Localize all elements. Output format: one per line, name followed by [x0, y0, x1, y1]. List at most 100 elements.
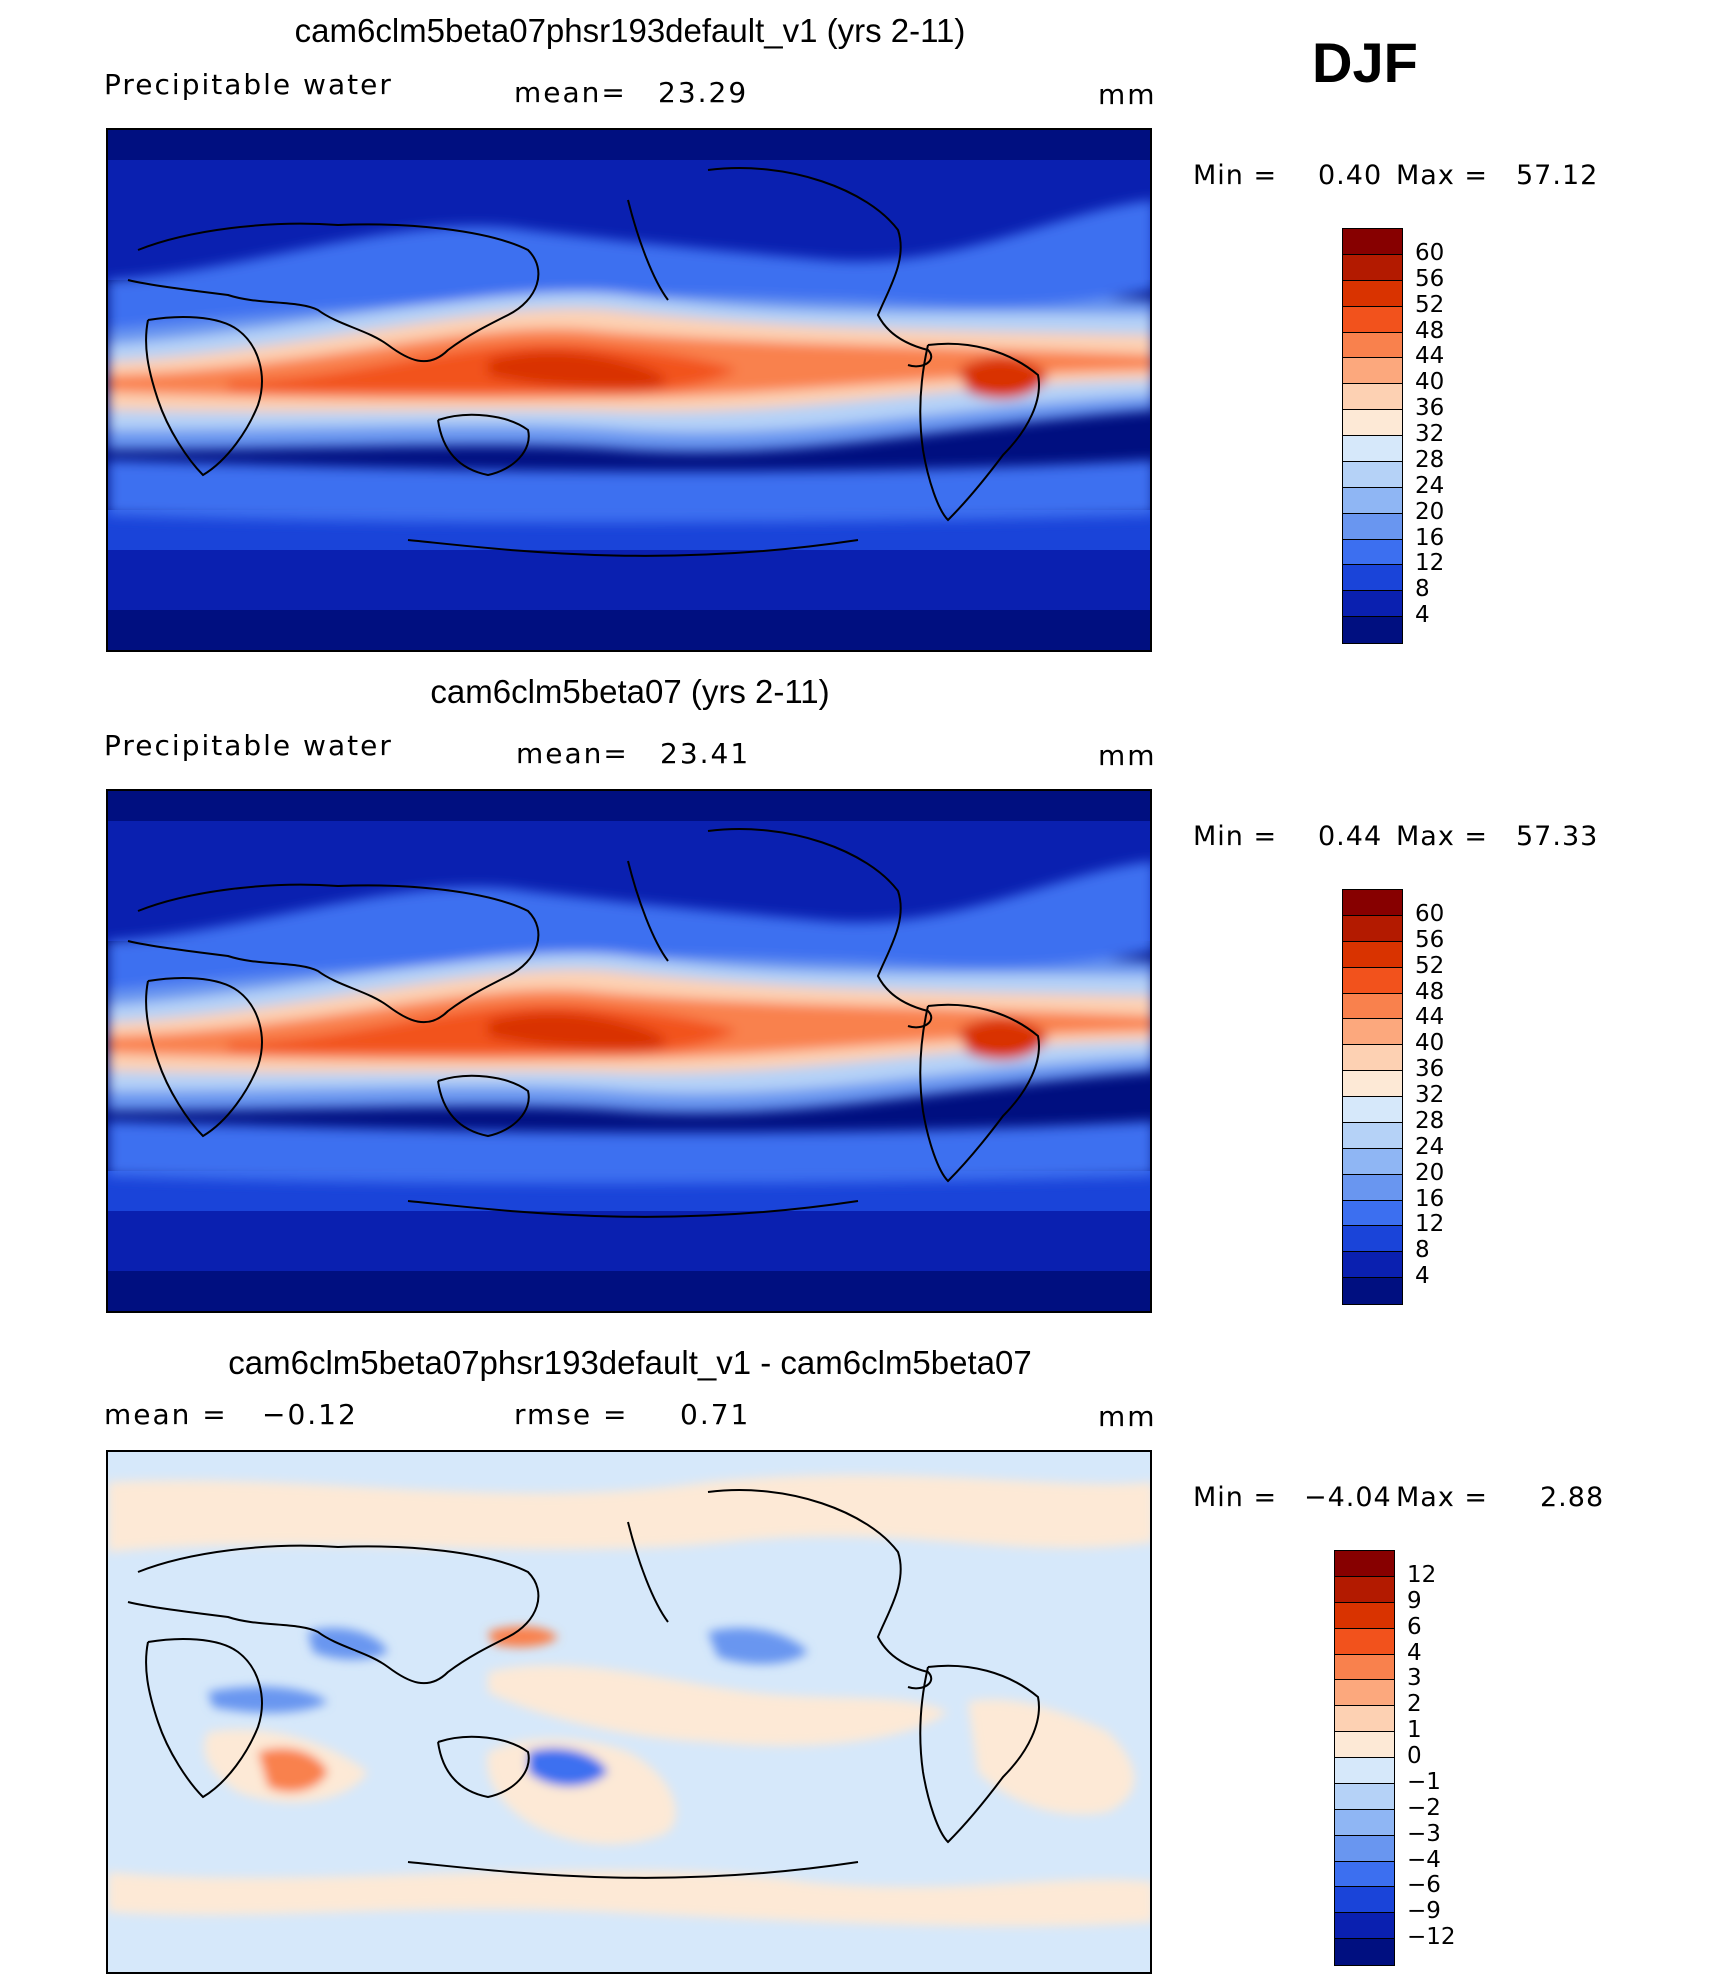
panel1-colorbar — [1342, 228, 1403, 644]
colorbar-swatch — [1343, 1071, 1402, 1097]
panel3-min-value: −4.04 — [1304, 1482, 1392, 1513]
colorbar-tick-label: 8 — [1415, 1237, 1430, 1264]
panel2-variable-label: Precipitable water — [104, 729, 393, 762]
colorbar-tick-label: −4 — [1407, 1846, 1441, 1873]
colorbar-tick-label: 28 — [1415, 446, 1445, 473]
panel2-map — [106, 789, 1152, 1313]
colorbar-tick-label: 60 — [1415, 900, 1445, 927]
colorbar-tick-label: 48 — [1415, 317, 1445, 344]
panel1-map — [106, 128, 1152, 652]
colorbar-swatch — [1335, 1861, 1394, 1888]
colorbar-swatch — [1343, 332, 1402, 359]
colorbar-swatch — [1343, 591, 1402, 618]
colorbar-swatch — [1343, 1019, 1402, 1046]
panel3-max-label: Max = — [1396, 1482, 1489, 1513]
season-label: DJF — [1312, 31, 1418, 94]
colorbar-swatch — [1343, 617, 1402, 643]
colorbar-swatch — [1343, 1200, 1402, 1227]
colorbar-swatch — [1335, 1939, 1394, 1965]
colorbar-tick-label: 60 — [1415, 239, 1445, 266]
colorbar-tick-label: 32 — [1415, 1082, 1445, 1108]
colorbar-swatch — [1335, 1680, 1394, 1707]
colorbar-tick-label: 40 — [1415, 1030, 1445, 1057]
colorbar-tick-label: 12 — [1407, 1561, 1437, 1588]
colorbar-tick-label: 36 — [1415, 395, 1445, 422]
colorbar-tick-label: 20 — [1415, 1159, 1445, 1186]
panel1-contour-field — [108, 130, 1150, 650]
colorbar-tick-label: 56 — [1415, 265, 1445, 292]
colorbar-swatch — [1335, 1913, 1394, 1940]
colorbar-swatch — [1343, 410, 1402, 436]
colorbar-tick-label: −6 — [1407, 1872, 1441, 1899]
colorbar-swatch — [1343, 306, 1402, 333]
panel3-contour-field — [108, 1452, 1150, 1972]
colorbar-swatch — [1343, 1226, 1402, 1253]
colorbar-swatch — [1343, 1174, 1402, 1201]
panel3-coastlines — [127, 1489, 1040, 1879]
colorbar-swatch — [1343, 487, 1402, 514]
panel2-title: cam6clm5beta07 (yrs 2-11) — [430, 673, 830, 710]
colorbar-swatch — [1343, 565, 1402, 592]
panel2-max-label: Max = — [1396, 821, 1489, 852]
colorbar-swatch — [1343, 890, 1402, 916]
panel3-rmse-value: 0.71 — [680, 1398, 751, 1431]
colorbar-tick-label: 12 — [1415, 1211, 1445, 1238]
colorbar-swatch — [1343, 915, 1402, 942]
colorbar-tick-label: 3 — [1407, 1665, 1422, 1692]
colorbar-swatch — [1335, 1551, 1394, 1577]
panel3-mean-label: mean = — [104, 1398, 228, 1431]
colorbar-swatch — [1343, 1122, 1402, 1149]
panel2-coastlines — [127, 828, 1040, 1218]
colorbar-tick-label: 4 — [1407, 1639, 1422, 1666]
panel2-units: mm — [1098, 739, 1157, 772]
colorbar-tick-label: 9 — [1407, 1587, 1422, 1614]
colorbar-tick-label: 24 — [1415, 472, 1445, 499]
colorbar-swatch — [1343, 993, 1402, 1020]
colorbar-tick-label: 12 — [1415, 550, 1445, 577]
colorbar-swatch — [1335, 1835, 1394, 1862]
colorbar-tick-label: 4 — [1415, 602, 1430, 629]
panel1-coastlines — [127, 167, 1040, 557]
colorbar-swatch — [1335, 1758, 1394, 1784]
panel1-units: mm — [1098, 78, 1157, 111]
colorbar-tick-label: 44 — [1415, 1004, 1445, 1031]
panel3-units: mm — [1098, 1400, 1157, 1433]
panel2-min-value: 0.44 — [1318, 821, 1383, 852]
colorbar-tick-label: 48 — [1415, 978, 1445, 1005]
colorbar-tick-label: 32 — [1415, 421, 1445, 447]
colorbar-tick-label: 6 — [1407, 1613, 1422, 1640]
colorbar-tick-label: 8 — [1415, 576, 1430, 603]
colorbar-swatch — [1343, 1045, 1402, 1072]
colorbar-tick-label: 40 — [1415, 369, 1445, 396]
colorbar-swatch — [1343, 1278, 1402, 1304]
colorbar-tick-label: 24 — [1415, 1133, 1445, 1160]
colorbar-swatch — [1335, 1576, 1394, 1603]
colorbar-swatch — [1343, 384, 1402, 411]
colorbar-tick-label: 16 — [1415, 1185, 1445, 1212]
panel2-contour-field — [108, 791, 1150, 1311]
panel3-max-value: 2.88 — [1540, 1482, 1605, 1513]
panel1-min-value: 0.40 — [1318, 160, 1383, 191]
colorbar-tick-label: 36 — [1415, 1056, 1445, 1083]
colorbar-swatch — [1335, 1887, 1394, 1914]
colorbar-swatch — [1343, 229, 1402, 255]
colorbar-swatch — [1335, 1602, 1394, 1629]
panel1-max-value: 57.12 — [1516, 160, 1599, 191]
colorbar-tick-label: 1 — [1407, 1717, 1422, 1744]
colorbar-swatch — [1343, 280, 1402, 307]
colorbar-swatch — [1343, 941, 1402, 968]
colorbar-tick-label: 52 — [1415, 952, 1445, 979]
colorbar-swatch — [1335, 1732, 1394, 1758]
panel1-mean-value: 23.29 — [658, 76, 749, 109]
panel2-mean-label: mean= — [516, 737, 629, 770]
colorbar-swatch — [1335, 1628, 1394, 1655]
colorbar-tick-label: 2 — [1407, 1691, 1422, 1718]
colorbar-tick-label: −2 — [1407, 1794, 1441, 1821]
colorbar-swatch — [1343, 254, 1402, 281]
panel3-min-label: Min = — [1193, 1482, 1278, 1513]
colorbar-swatch — [1343, 1252, 1402, 1279]
colorbar-tick-label: 0 — [1407, 1743, 1422, 1769]
colorbar-swatch — [1343, 1148, 1402, 1175]
colorbar-tick-label: −1 — [1407, 1768, 1441, 1795]
colorbar-tick-label: 56 — [1415, 926, 1445, 953]
